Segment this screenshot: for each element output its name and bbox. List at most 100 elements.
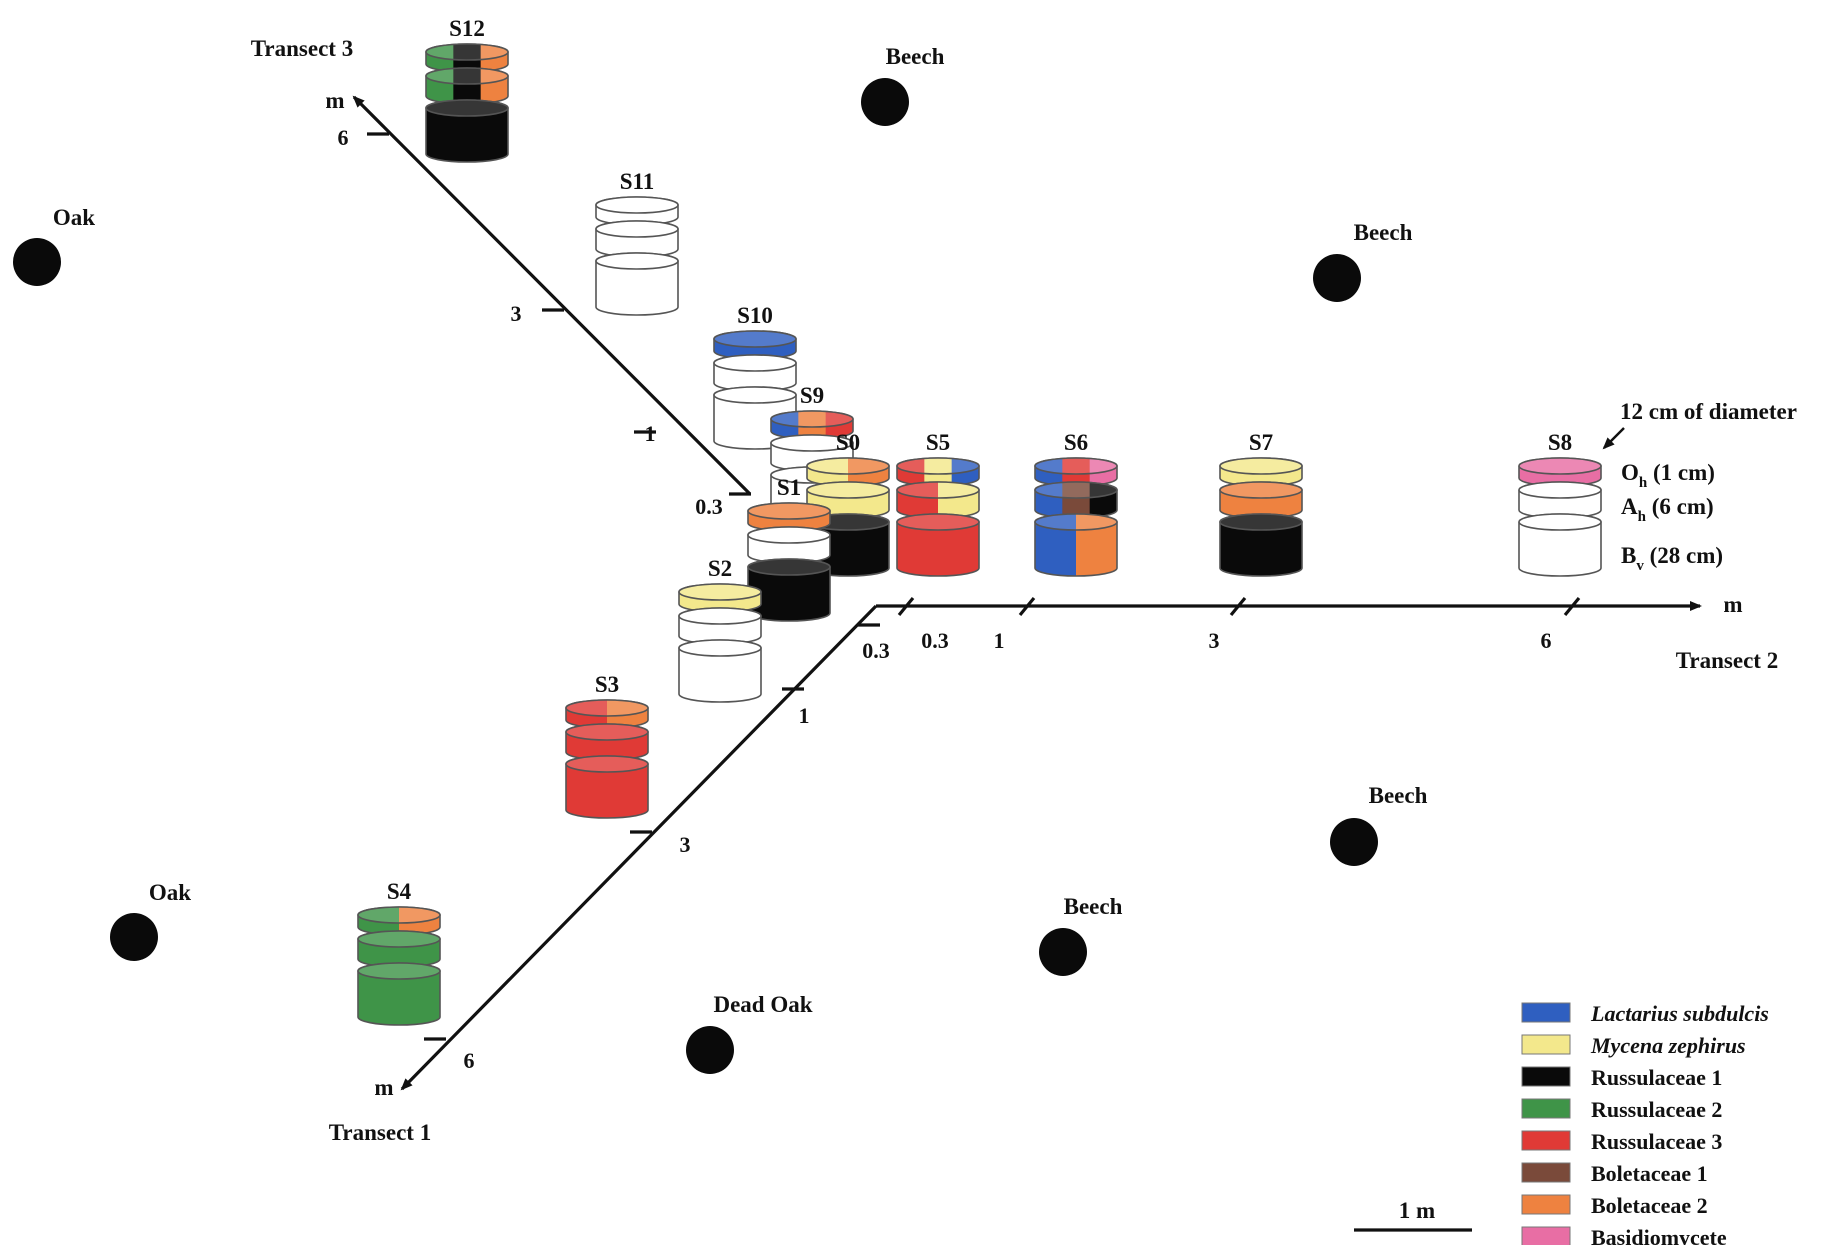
transect-3-tick-label: 1: [645, 421, 656, 446]
transect-2-tick: [897, 596, 915, 617]
soil-core-layer: [1034, 481, 1118, 519]
soil-core-layer: [1219, 481, 1303, 519]
soil-core-layer: [678, 607, 762, 645]
scale-bar: 1 m: [1354, 1198, 1472, 1232]
soil-core-label-s12: S12: [449, 16, 485, 41]
soil-core-label-s4: S4: [387, 879, 412, 904]
transect-2-tick-label: 6: [1541, 628, 1552, 653]
transect-2-tick: [1018, 596, 1036, 617]
oak-tree-label: Oak: [53, 205, 95, 230]
legend-swatch-basidiomycete: [1521, 1226, 1571, 1245]
soil-core-s2: S2: [678, 556, 762, 703]
soil-core-layer: [565, 699, 649, 729]
transect-3-tick-label: 0.3: [695, 494, 723, 519]
soil-core-label-s5: S5: [926, 430, 950, 455]
soil-core-layer: [565, 755, 649, 819]
soil-core-label-s3: S3: [595, 672, 619, 697]
soil-core-s6: S6: [1034, 430, 1118, 577]
soil-core-layer: [747, 526, 831, 564]
soil-core-layer: [678, 583, 762, 613]
transect-1-label: Transect 1: [329, 1120, 431, 1145]
transect-2-tick-label: 1: [994, 628, 1005, 653]
legend: Lactarius subdulcis Mycena zephirus Russul…: [1521, 1001, 1769, 1245]
soil-core-layer: [678, 639, 762, 703]
transect-1-tick-label: 3: [680, 832, 691, 857]
soil-core-layer: [595, 220, 679, 258]
legend-swatch-russulaceae-3: [1521, 1130, 1571, 1151]
beech-tree-marker: [1313, 254, 1361, 302]
legend-swatch-boletaceae-1: [1521, 1162, 1571, 1183]
transect-3-axis: [352, 95, 752, 496]
beech-tree-marker: [861, 78, 909, 126]
transect-2-unit-label: m: [1723, 592, 1742, 617]
soil-core-s12: S12: [425, 16, 509, 163]
soil-core-label-s11: S11: [620, 169, 655, 194]
soil-core-layer: [595, 196, 679, 226]
soil-core-layer: [713, 330, 797, 360]
soil-core-layer: [357, 962, 441, 1026]
transect-3-unit-label: m: [325, 88, 344, 113]
soil-core-layer: [1518, 513, 1602, 577]
soil-core-layer: [747, 558, 831, 622]
transect-axes: 0.3 1 3 6 0.3 1 3 6 0.3 1 3 6 m Transect 2 m Transect 1…: [251, 36, 1778, 1145]
soil-core-s4: S4: [357, 879, 441, 1026]
layer-annotation: 12 cm of diameter Oh (1 cm)Ah (6 cm) Bv (2…: [1602, 399, 1797, 574]
soil-core-layer: [770, 410, 854, 440]
soil-cores: S12 S11 S10 S9 S0 S5 S6 S7 S8 S1 S2 S3 S4: [357, 16, 1602, 1026]
legend-label-mycena-zephirus: Mycena zephirus: [1590, 1033, 1746, 1058]
legend-swatch-russulaceae-1: [1521, 1066, 1571, 1087]
legend-label-boletaceae-2: Boletaceae 2: [1591, 1193, 1708, 1218]
oak-tree-label: Oak: [149, 880, 191, 905]
oak-tree-marker: [13, 238, 61, 286]
core-layer-depth-label: Oh (1 cm): [1621, 460, 1715, 491]
soil-core-layer: [806, 457, 890, 487]
transect-2-tick-label: 0.3: [921, 628, 949, 653]
soil-core-layer: [425, 99, 509, 163]
soil-core-s8: S8: [1518, 430, 1602, 577]
soil-core-s11: S11: [595, 169, 679, 316]
transect-1-tick-label: 0.3: [862, 638, 890, 663]
beech-tree-label: Beech: [1064, 894, 1123, 919]
legend-swatch-boletaceae-2: [1521, 1194, 1571, 1215]
legend-label-russulaceae-1: Russulaceae 1: [1591, 1065, 1722, 1090]
soil-core-layer: [425, 43, 509, 73]
soil-core-label-s9: S9: [800, 383, 824, 408]
transect-3-tick-label: 6: [338, 125, 349, 150]
soil-core-s1: S1: [747, 475, 831, 622]
soil-core-label-s7: S7: [1249, 430, 1273, 455]
trees: Beech Beech Beech Beech Oak Oak Dead Oak: [13, 44, 1428, 1074]
legend-label-boletaceae-1: Boletaceae 1: [1591, 1161, 1708, 1186]
transect-1-unit-label: m: [374, 1075, 393, 1100]
transect-3-tick-label: 3: [511, 301, 522, 326]
soil-core-s7: S7: [1219, 430, 1303, 577]
soil-core-label-s8: S8: [1548, 430, 1572, 455]
legend-label-lactarius-subdulcis: Lactarius subdulcis: [1590, 1001, 1769, 1026]
soil-core-s3: S3: [565, 672, 649, 819]
oak-tree-marker: [110, 913, 158, 961]
soil-core-layer: [595, 252, 679, 316]
soil-core-layer: [565, 723, 649, 761]
dead-oak-tree-label: Dead Oak: [713, 992, 812, 1017]
transect-1-axis: [400, 604, 878, 1091]
dead-oak-tree-marker: [686, 1026, 734, 1074]
legend-swatch-lactarius-subdulcis: [1521, 1002, 1571, 1023]
transect-1-tick-label: 6: [464, 1048, 475, 1073]
soil-core-s5: S5: [896, 430, 980, 577]
core-layer-depth-label: Bv (28 cm): [1621, 543, 1723, 574]
legend-label-russulaceae-2: Russulaceae 2: [1591, 1097, 1722, 1122]
soil-core-label-s1: S1: [777, 475, 801, 500]
soil-core-layer: [1034, 513, 1118, 577]
scale-bar-label: 1 m: [1399, 1198, 1435, 1223]
legend-swatch-mycena-zephirus: [1521, 1034, 1571, 1055]
soil-core-layer: [1219, 457, 1303, 487]
soil-core-label-s10: S10: [737, 303, 773, 328]
legend-label-russulaceae-3: Russulaceae 3: [1591, 1129, 1722, 1154]
transect-2-label: Transect 2: [1676, 648, 1778, 673]
soil-core-label-s2: S2: [708, 556, 732, 581]
beech-tree-label: Beech: [886, 44, 945, 69]
transect-2-tick: [1229, 596, 1247, 617]
legend-label-basidiomycete: Basidiomycete: [1591, 1225, 1727, 1245]
soil-core-layer: [1219, 513, 1303, 577]
core-layer-depth-label: Ah (6 cm): [1621, 494, 1714, 525]
